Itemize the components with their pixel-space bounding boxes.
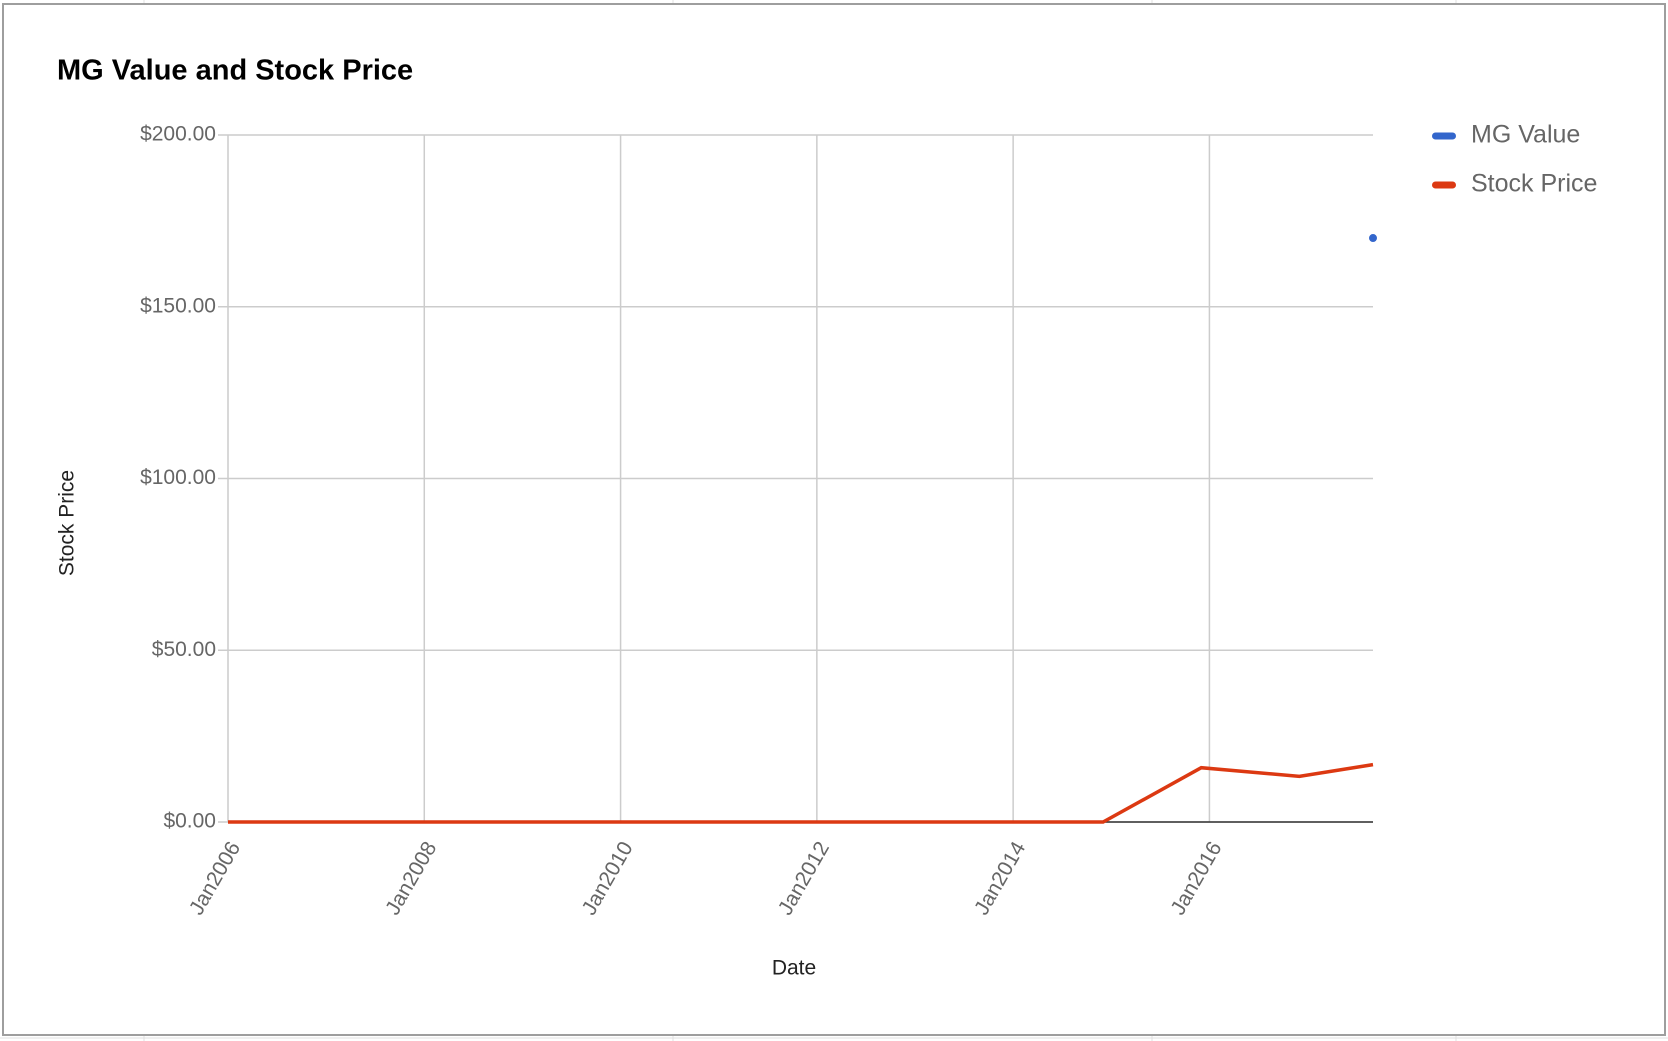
series-line	[228, 762, 1374, 824]
data-point	[1369, 234, 1377, 243]
y-tick-label: $150.00	[140, 294, 216, 317]
chart-title: MG Value and Stock Price	[57, 55, 413, 87]
y-tick-label: $0.00	[163, 810, 216, 833]
legend-label: Stock Price	[1471, 170, 1597, 198]
chart-frame	[2, 3, 1666, 1036]
y-tick-label: $50.00	[152, 638, 216, 661]
y-tick-label: $100.00	[140, 466, 216, 489]
y-axis-label: Stock Price	[56, 470, 79, 576]
y-tick-label: $200.00	[140, 123, 216, 146]
legend-swatch	[1432, 181, 1456, 189]
legend-label: MG Value	[1471, 121, 1580, 149]
x-axis-label: Date	[772, 957, 816, 980]
legend-swatch	[1432, 132, 1456, 140]
